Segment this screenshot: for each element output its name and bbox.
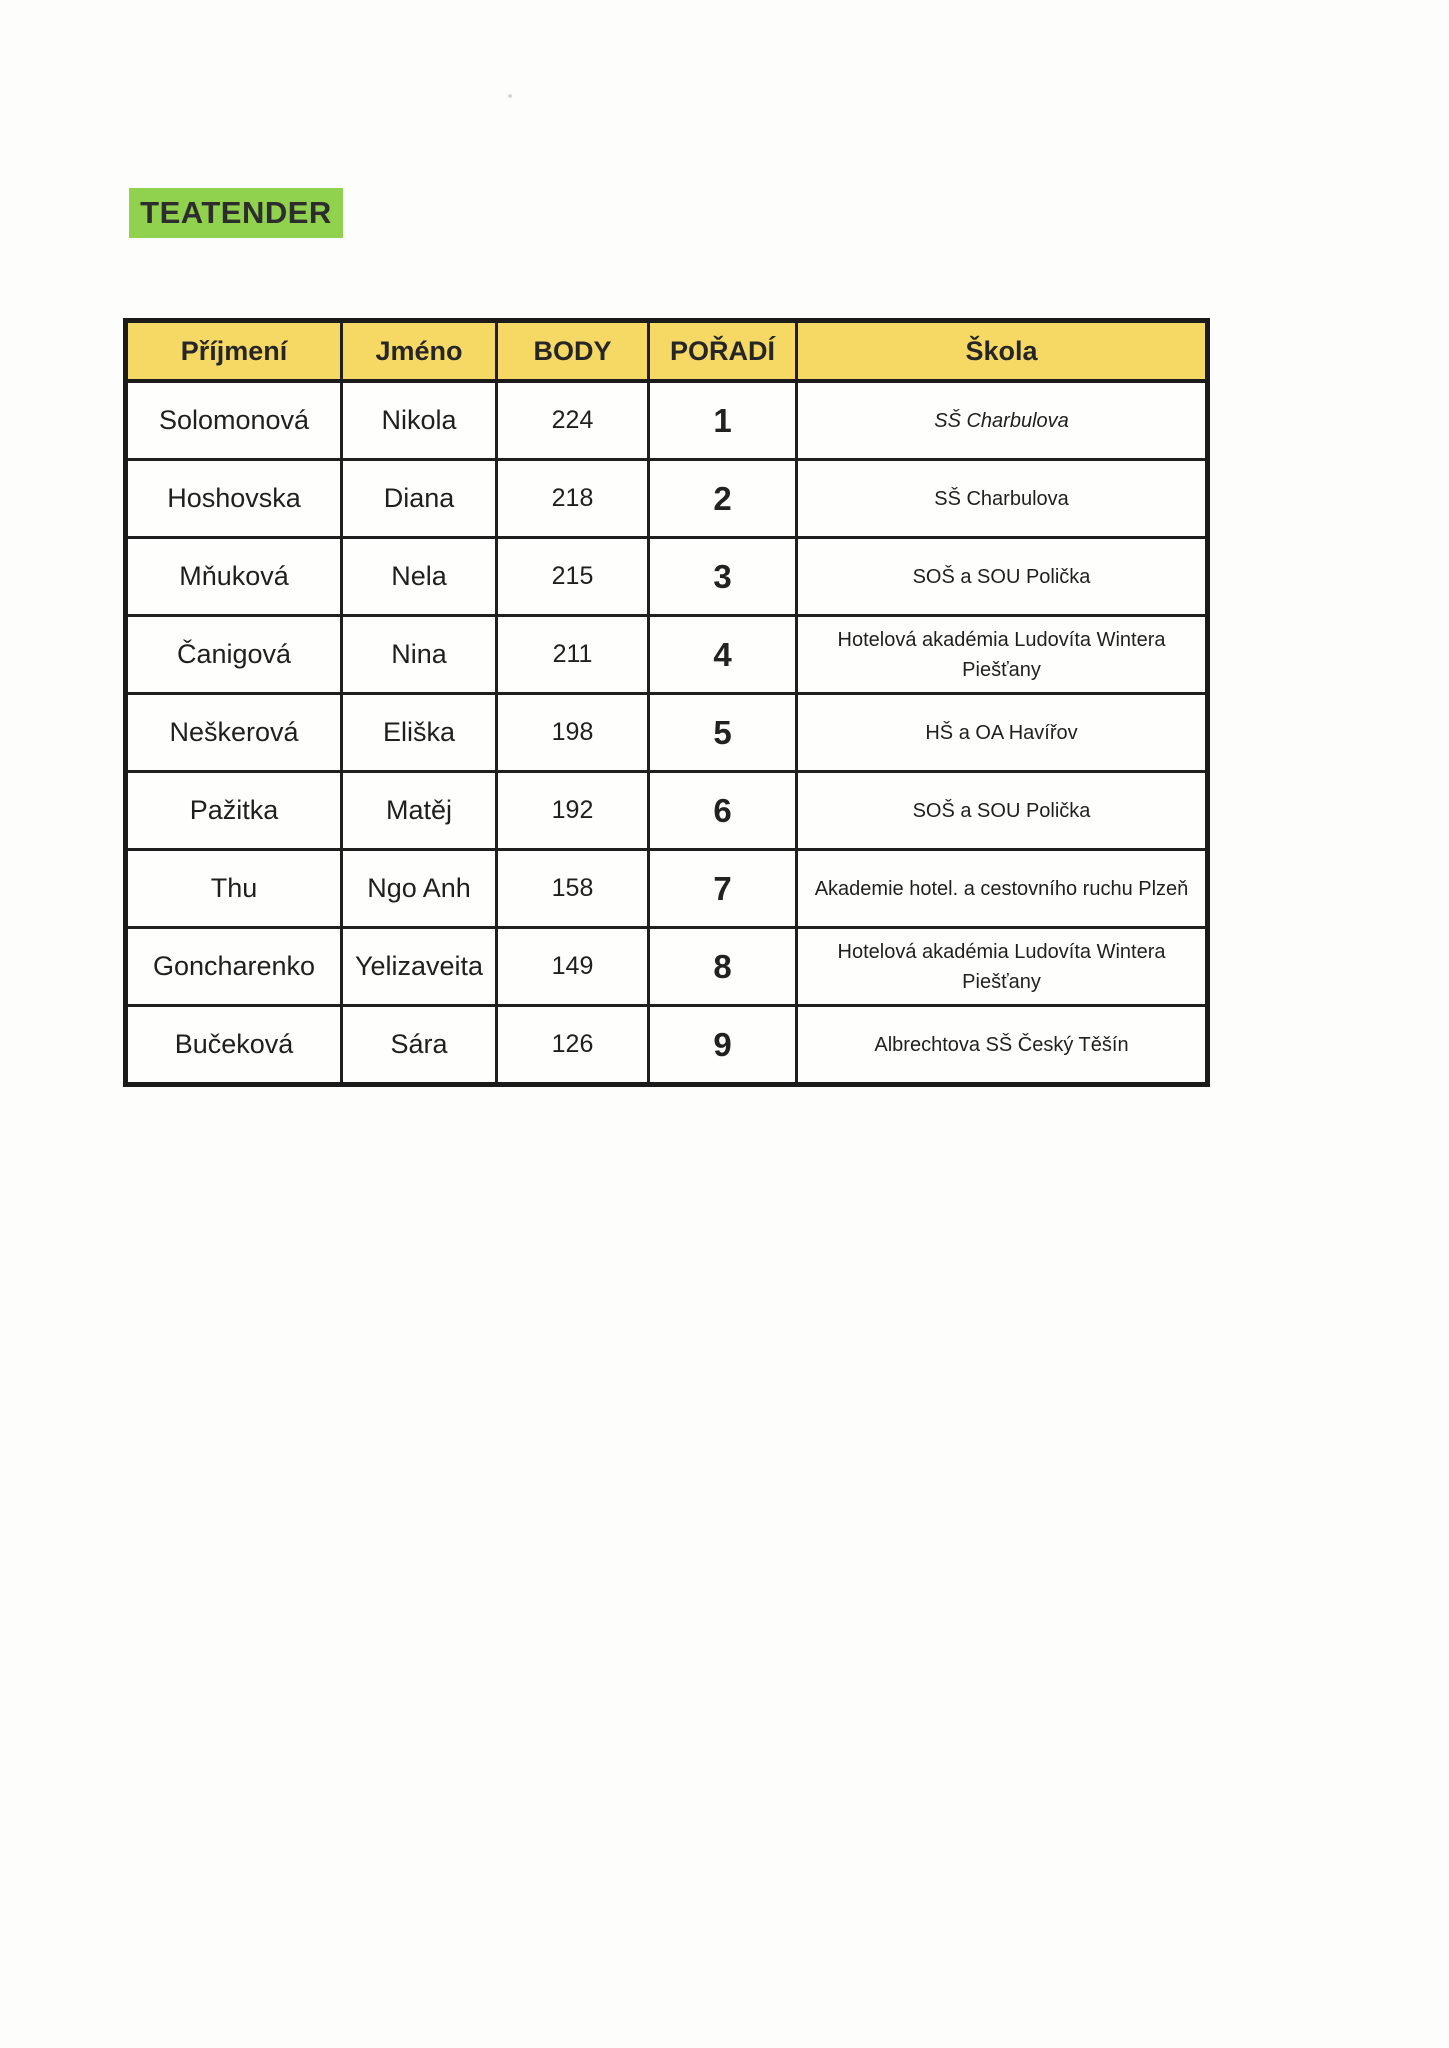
cell-surname: Goncharenko bbox=[124, 926, 343, 1007]
page-title: TEATENDER bbox=[140, 195, 332, 230]
cell-points: 218 bbox=[495, 458, 650, 539]
cell-rank: 3 bbox=[647, 536, 798, 617]
cell-name: Matěj bbox=[340, 770, 498, 851]
cell-name: Sára bbox=[340, 1004, 498, 1086]
cell-rank: 2 bbox=[647, 458, 798, 539]
cell-points: 211 bbox=[495, 614, 650, 695]
results-table: Příjmení Jméno BODY POŘADÍ Škola Solomon… bbox=[123, 318, 1210, 1087]
cell-school: SOŠ a SOU Polička bbox=[795, 536, 1209, 617]
cell-rank: 5 bbox=[647, 692, 798, 773]
scan-artifact-dot bbox=[508, 94, 512, 98]
column-header-rank: POŘADÍ bbox=[647, 319, 798, 383]
cell-school: Hotelová akadémia Ludovíta Wintera Piešť… bbox=[795, 614, 1209, 695]
cell-surname: Thu bbox=[124, 848, 343, 929]
cell-points: 224 bbox=[495, 379, 650, 461]
cell-surname: Bučeková bbox=[124, 1004, 343, 1086]
column-header-points: BODY bbox=[495, 319, 650, 383]
table-row: Čanigová Nina 211 4 Hotelová akadémia Ludoví… bbox=[124, 614, 1209, 695]
table-row: Hoshovska Diana 218 2 SŠ Charbulova bbox=[124, 458, 1209, 539]
cell-surname: Hoshovska bbox=[124, 458, 343, 539]
cell-rank: 7 bbox=[647, 848, 798, 929]
cell-surname: Pažitka bbox=[124, 770, 343, 851]
cell-name: Nikola bbox=[340, 379, 498, 461]
cell-points: 126 bbox=[495, 1004, 650, 1086]
cell-name: Nela bbox=[340, 536, 498, 617]
table-body: Solomonová Nikola 224 1 SŠ Charbulova Hoshovs… bbox=[124, 379, 1209, 1086]
cell-name: Nina bbox=[340, 614, 498, 695]
cell-points: 192 bbox=[495, 770, 650, 851]
table-row: Solomonová Nikola 224 1 SŠ Charbulova bbox=[124, 379, 1209, 461]
table-row: Goncharenko Yelizaveita 149 8 Hotelová akadé… bbox=[124, 926, 1209, 1007]
cell-school: SŠ Charbulova bbox=[795, 379, 1209, 461]
cell-school: SŠ Charbulova bbox=[795, 458, 1209, 539]
cell-rank: 9 bbox=[647, 1004, 798, 1086]
cell-points: 158 bbox=[495, 848, 650, 929]
table-row: Pažitka Matěj 192 6 SOŠ a SOU Polička bbox=[124, 770, 1209, 851]
cell-rank: 1 bbox=[647, 379, 798, 461]
cell-surname: Neškerová bbox=[124, 692, 343, 773]
cell-points: 149 bbox=[495, 926, 650, 1007]
cell-name: Eliška bbox=[340, 692, 498, 773]
cell-name: Ngo Anh bbox=[340, 848, 498, 929]
table-header: Příjmení Jméno BODY POŘADÍ Škola bbox=[124, 319, 1209, 383]
title-highlight: TEATENDER bbox=[129, 188, 343, 238]
table-row: Neškerová Eliška 198 5 HŠ a OA Havířov bbox=[124, 692, 1209, 773]
column-header-name: Jméno bbox=[340, 319, 498, 383]
cell-rank: 6 bbox=[647, 770, 798, 851]
table-row: Thu Ngo Anh 158 7 Akademie hotel. a cestovní… bbox=[124, 848, 1209, 929]
cell-name: Diana bbox=[340, 458, 498, 539]
table-row: Mňuková Nela 215 3 SOŠ a SOU Polička bbox=[124, 536, 1209, 617]
cell-points: 198 bbox=[495, 692, 650, 773]
column-header-school: Škola bbox=[795, 319, 1209, 383]
cell-school: HŠ a OA Havířov bbox=[795, 692, 1209, 773]
cell-points: 215 bbox=[495, 536, 650, 617]
table-header-row: Příjmení Jméno BODY POŘADÍ Škola bbox=[124, 319, 1209, 383]
cell-rank: 8 bbox=[647, 926, 798, 1007]
cell-surname: Čanigová bbox=[124, 614, 343, 695]
cell-school: Akademie hotel. a cestovního ruchu Plzeň bbox=[795, 848, 1209, 929]
cell-school: Hotelová akadémia Ludovíta Wintera Piešť… bbox=[795, 926, 1209, 1007]
cell-surname: Solomonová bbox=[124, 379, 343, 461]
cell-rank: 4 bbox=[647, 614, 798, 695]
cell-school: SOŠ a SOU Polička bbox=[795, 770, 1209, 851]
cell-surname: Mňuková bbox=[124, 536, 343, 617]
cell-school: Albrechtova SŠ Český Těšín bbox=[795, 1004, 1209, 1086]
column-header-surname: Příjmení bbox=[124, 319, 343, 383]
table-row: Bučeková Sára 126 9 Albrechtova SŠ Český Těš… bbox=[124, 1004, 1209, 1086]
cell-name: Yelizaveita bbox=[340, 926, 498, 1007]
